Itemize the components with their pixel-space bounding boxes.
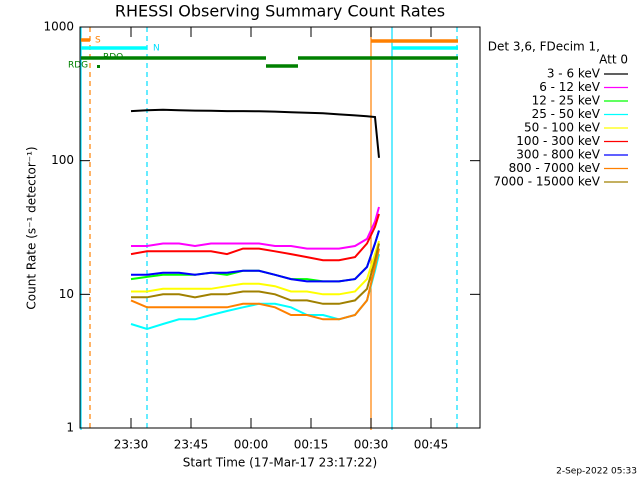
x-tick-label: 23:30 [114,438,149,452]
y-tick-label: 10 [59,287,74,301]
flag-label: RDO [103,53,123,63]
series-line [131,206,380,250]
plot-frame [79,26,481,429]
legend-label: 800 - 7000 keV [509,161,601,175]
y-tick-label: 100 [51,153,74,167]
legend-header: Det 3,6, FDecim 1, [488,40,600,54]
x-axis-label: Start Time (17-Mar-17 23:17:22) [183,456,377,470]
y-tick-label: 1000 [43,20,74,34]
flag-label: S [95,36,101,46]
y-tick-label: 1 [66,421,74,435]
x-tick-label: 00:00 [234,438,269,452]
flags [81,38,458,68]
series-line [130,213,380,262]
legend-header: Att 0 [599,53,628,67]
legend-label: 300 - 800 keV [516,148,600,162]
markers [80,27,458,430]
series-line [131,230,380,283]
x-tick-label: 23:45 [174,438,209,452]
legend-label: 100 - 300 keV [516,134,600,148]
x-tick-label: 00:30 [354,438,389,452]
series-line [130,248,380,321]
series-line [131,240,380,296]
legend-label: 25 - 50 keV [532,107,601,121]
legend-label: 50 - 100 keV [524,121,601,135]
footer: 2-Sep-2022 05:33 [556,467,637,477]
x-tick-label: 00:15 [294,438,329,452]
flag-dot [97,65,100,68]
y-axis-label: Count Rate (s⁻¹ detector⁻¹) [25,146,39,309]
flag-label: N [153,44,160,54]
series-line [130,108,380,158]
legend-label: 12 - 25 keV [532,94,601,108]
chart-title: RHESSI Observing Summary Count Rates [115,2,445,21]
legend-label: 3 - 6 keV [547,67,601,81]
legend-label: 7000 - 15000 keV [493,175,600,189]
x-tick-label: 00:45 [414,438,449,452]
legend-label: 6 - 12 keV [539,80,601,94]
flag-label: RDG [68,61,88,71]
series-line [131,243,380,305]
